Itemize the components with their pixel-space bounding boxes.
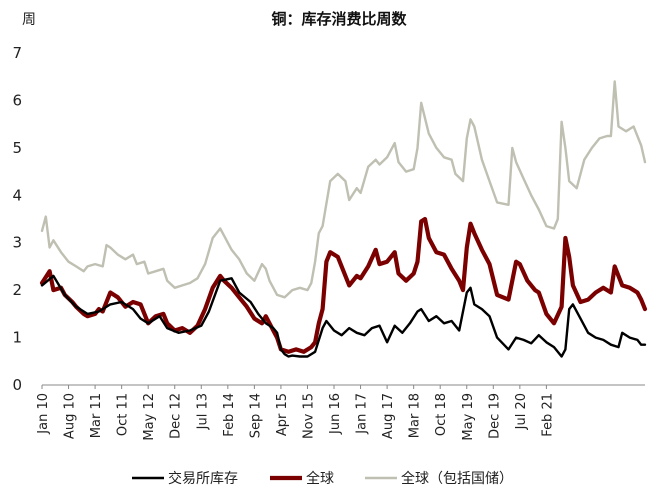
x-tick-label: Dec 12 [169, 393, 184, 439]
x-tick-label: Aug 17 [381, 393, 396, 439]
x-tick-label: Sep 14 [248, 393, 263, 438]
legend-label-0: 交易所库存 [168, 470, 238, 487]
x-tick-label: Dec 19 [487, 393, 502, 439]
x-tick-label: Nov 15 [301, 393, 316, 439]
y-tick-label: 7 [12, 44, 22, 62]
y-tick-label: 1 [12, 329, 22, 347]
x-tick-label: Mar 18 [408, 393, 423, 438]
legend-label-2: 全球（包括国储） [401, 470, 513, 487]
x-tick-label: Feb 14 [222, 393, 237, 437]
x-tick-label: May 12 [142, 393, 157, 441]
y-tick-label: 0 [12, 376, 22, 394]
x-tick-label: Jun 16 [328, 393, 343, 435]
x-tick-label: Aug 10 [63, 393, 78, 439]
series-line-2 [40, 80, 647, 299]
y-tick-label: 4 [12, 186, 22, 204]
y-tick-label: 3 [12, 234, 22, 252]
y-tick-label: 5 [12, 139, 22, 157]
x-tick-label: Jan 10 [36, 393, 51, 435]
x-tick-label: Apr 15 [275, 393, 290, 436]
x-tick-label: May 19 [461, 393, 476, 441]
y-unit-label: 周 [22, 12, 36, 28]
x-tick-label: Feb 21 [540, 393, 555, 437]
y-tick-label: 2 [12, 281, 22, 299]
x-tick-label: Jul 20 [514, 393, 529, 430]
legend-label-1: 全球 [306, 470, 334, 487]
x-tick-label: Mar 11 [89, 393, 104, 438]
series-line-1 [39, 216, 648, 354]
x-tick-label: Oct 11 [116, 393, 131, 436]
x-tick-label: Oct 18 [434, 393, 449, 436]
x-tick-label: Jan 17 [355, 393, 370, 435]
series-line-0 [40, 274, 647, 358]
y-tick-label: 6 [12, 91, 22, 109]
x-tick-label: Jul 13 [195, 393, 210, 430]
chart-title: 铜：库存消费比周数 [271, 10, 407, 28]
